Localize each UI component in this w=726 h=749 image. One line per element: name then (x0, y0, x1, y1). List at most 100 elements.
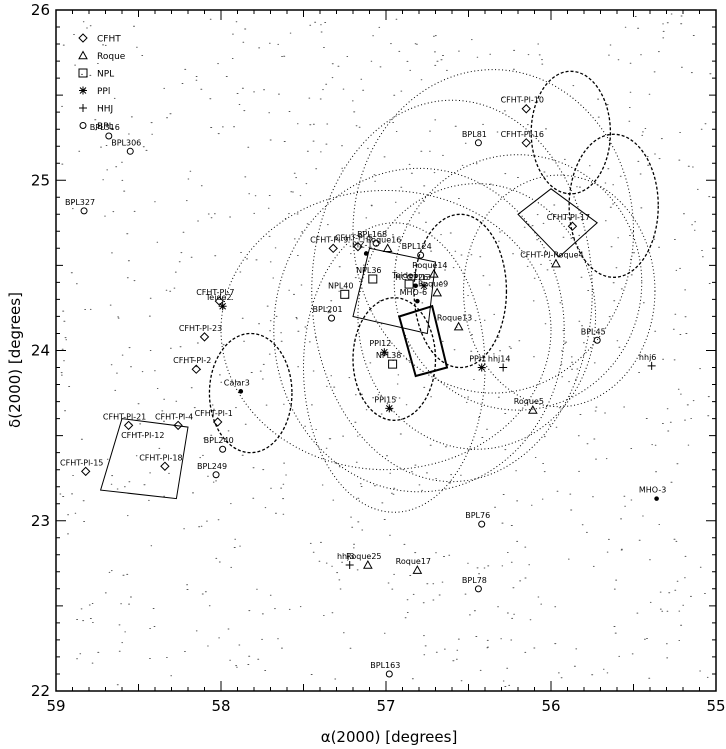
object-label: Roque25 (346, 552, 381, 561)
object-bpl316: BPL316 (90, 123, 120, 140)
asterisk-marker (380, 348, 389, 357)
circle-marker (105, 132, 113, 140)
asterisk-marker (419, 281, 428, 290)
object-npl40: NPL40 (328, 281, 353, 299)
object-piz-1: PIZ-1 (352, 240, 373, 256)
object-label: BPL306 (111, 138, 141, 147)
object-label: CFHT-Pl-18 (139, 453, 182, 462)
legend-entry-ppl: PPl (79, 86, 110, 97)
axes: 59 58 57 56 55 22 23 24 25 26 (31, 1, 726, 715)
object-label: BPL316 (90, 123, 120, 132)
dot-marker (413, 283, 419, 289)
diamond-marker (521, 138, 531, 148)
object-label: CFHT-Pl-9 (310, 235, 348, 244)
diamond-marker (212, 417, 223, 427)
object-label: BPL240 (204, 436, 234, 445)
legend: CFHT Roque NPL PPl HHJ BPL (78, 33, 126, 132)
object-cfht-pl-12: CFHT-Pl-12 (121, 431, 164, 440)
circle-marker (328, 314, 336, 322)
diamond-marker (80, 466, 91, 477)
object-hhj14: hhj14 (488, 355, 511, 372)
asterisk-marker (477, 363, 486, 372)
circle-marker (417, 251, 425, 259)
circle-marker (474, 139, 482, 147)
diamond-marker (123, 420, 134, 431)
x-tick-label: 55 (706, 697, 725, 715)
survey-circle (413, 213, 508, 369)
object-mho-3: MHO-3 (639, 486, 666, 501)
object-label: PPl13 (409, 273, 431, 282)
object-cfht-pl-2: CFHT-Pl-2 (173, 356, 211, 374)
object-label: PPl1 (469, 355, 486, 364)
object-label: BPL201 (313, 305, 343, 314)
object-cfht-pl-17: CFHT-Pl-17 (547, 213, 590, 231)
object-label: PPl12 (369, 339, 391, 348)
y-tick-label: 23 (31, 512, 50, 530)
object-hhj6: hhj6 (639, 353, 656, 370)
object-bpl201: BPL201 (313, 305, 343, 322)
diamond-marker (521, 104, 531, 114)
object-label: Roque9 (418, 280, 448, 289)
field-star-dots (59, 13, 712, 687)
diamond-marker (78, 33, 88, 43)
object-bpl240: BPL240 (204, 436, 234, 453)
field-stars (59, 13, 712, 687)
survey-circle (352, 297, 437, 421)
object-roque16: Roque16 (366, 235, 401, 253)
legend-entry-bpl: BPL (79, 122, 114, 132)
x-axis-label: α(2000) [degrees] (321, 728, 458, 746)
legend-entry-cfht: CFHT (78, 33, 121, 45)
object-cfht-pl-15: CFHT-Pl-15 (60, 458, 103, 477)
square-marker (404, 279, 414, 289)
object-bpl45: BPL45 (581, 327, 606, 344)
circle-marker (474, 585, 482, 593)
object-label: hhj14 (488, 355, 511, 364)
object-roque25: Roque25 (346, 552, 382, 569)
object-label: BPL163 (370, 661, 400, 670)
object-roque9: Roque9 (418, 280, 448, 297)
object-label: MHO-6 (400, 288, 427, 297)
object-ppl12: PPl12 (369, 339, 391, 357)
asterisk-marker (218, 302, 227, 311)
circle-marker (385, 670, 393, 678)
object-label: BPL76 (465, 511, 490, 520)
object-label: CFHT-Pl-1 (195, 409, 233, 418)
survey-box (352, 247, 437, 335)
object-bpl124: BPL124 (402, 242, 432, 259)
circle-marker (219, 445, 227, 453)
object-cfht-pl-9: CFHT-Pl-9 (310, 235, 348, 254)
object-label: NPL40 (328, 281, 353, 290)
circle-marker (212, 471, 220, 479)
diamond-marker (567, 221, 578, 231)
legend-label: HHJ (97, 105, 113, 115)
survey-circle (273, 167, 565, 493)
object-ppl13: PPl13 (409, 273, 431, 290)
object-label: hhj3 (337, 552, 354, 561)
survey-circle (393, 154, 643, 411)
object-cfht-pl-16: CFHT-Pl-16 (501, 130, 544, 148)
dot-marker (654, 496, 659, 501)
y-tick-label: 24 (31, 342, 50, 360)
y-axis-label: δ(2000) [degrees] (6, 292, 24, 428)
object-ppl15: PPl15 (374, 395, 396, 413)
triangle-marker (429, 268, 439, 278)
plus-marker (647, 361, 656, 370)
plus-marker (345, 561, 354, 570)
object-bpl76: BPL76 (465, 511, 490, 528)
object-npl36: NPL36 (356, 266, 382, 284)
circle-marker (372, 239, 380, 247)
legend-label: PPl (97, 87, 110, 97)
x-tick-label: 59 (46, 697, 65, 715)
object-label: Teide2 (205, 293, 232, 302)
object-label: HCG226 (395, 273, 428, 282)
object-label: PIZ-1 (352, 240, 373, 249)
object-label: NPL38 (376, 351, 401, 360)
survey-box (397, 304, 449, 378)
plus-marker (499, 363, 508, 372)
object-label: CFHT-Pl-4 (155, 412, 193, 421)
x-tick-label: 57 (376, 697, 395, 715)
triangle-marker (528, 405, 538, 414)
object-bpl327: BPL327 (65, 198, 95, 215)
survey-circle (530, 70, 612, 195)
